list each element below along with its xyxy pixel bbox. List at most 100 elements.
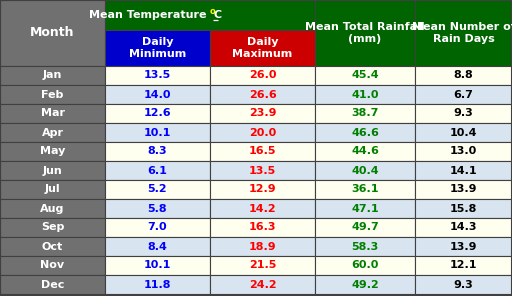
Bar: [210, 142, 315, 161]
Text: 12.6: 12.6: [144, 109, 172, 118]
Text: 12.1: 12.1: [450, 260, 477, 271]
Bar: [0, 256, 105, 275]
Text: 44.6: 44.6: [351, 147, 379, 157]
Text: 8.4: 8.4: [147, 242, 167, 252]
Text: o: o: [210, 7, 216, 17]
Text: Apr: Apr: [41, 128, 63, 138]
Text: 10.4: 10.4: [450, 128, 477, 138]
Bar: [105, 0, 315, 30]
Text: 9.3: 9.3: [454, 109, 474, 118]
Bar: [415, 85, 512, 104]
Bar: [105, 256, 210, 275]
Bar: [315, 275, 415, 294]
Bar: [0, 237, 105, 256]
Text: 5.2: 5.2: [147, 184, 167, 194]
Text: Mar: Mar: [40, 109, 65, 118]
Text: 41.0: 41.0: [351, 89, 379, 99]
Bar: [315, 199, 415, 218]
Text: Jan: Jan: [43, 70, 62, 81]
Bar: [415, 275, 512, 294]
Text: 13.0: 13.0: [450, 147, 477, 157]
Bar: [0, 85, 105, 104]
Bar: [415, 199, 512, 218]
Bar: [315, 104, 415, 123]
Text: Sep: Sep: [41, 223, 64, 232]
Bar: [0, 275, 105, 294]
Bar: [315, 180, 415, 199]
Bar: [210, 237, 315, 256]
Text: 13.9: 13.9: [450, 184, 477, 194]
Text: 13.9: 13.9: [450, 242, 477, 252]
Bar: [210, 199, 315, 218]
Text: 23.9: 23.9: [249, 109, 276, 118]
Bar: [415, 0, 512, 66]
Bar: [105, 104, 210, 123]
Text: 13.5: 13.5: [144, 70, 171, 81]
Bar: [0, 104, 105, 123]
Bar: [415, 161, 512, 180]
Text: 11.8: 11.8: [144, 279, 171, 289]
Bar: [415, 123, 512, 142]
Text: 58.3: 58.3: [351, 242, 379, 252]
Text: Dec: Dec: [41, 279, 64, 289]
Bar: [315, 85, 415, 104]
Bar: [315, 256, 415, 275]
Text: Jun: Jun: [42, 165, 62, 176]
Text: Mean Temperature: Mean Temperature: [89, 10, 210, 20]
Bar: [0, 199, 105, 218]
Text: 14.3: 14.3: [450, 223, 477, 232]
Bar: [105, 66, 210, 85]
Bar: [210, 30, 315, 66]
Text: 45.4: 45.4: [351, 70, 379, 81]
Text: Oct: Oct: [42, 242, 63, 252]
Bar: [0, 66, 105, 85]
Bar: [105, 142, 210, 161]
Text: Mean Number of
Rain Days: Mean Number of Rain Days: [412, 22, 512, 44]
Bar: [210, 104, 315, 123]
Text: 26.6: 26.6: [249, 89, 276, 99]
Bar: [315, 218, 415, 237]
Text: 14.0: 14.0: [144, 89, 171, 99]
Bar: [210, 123, 315, 142]
Bar: [415, 218, 512, 237]
Text: 10.1: 10.1: [144, 128, 171, 138]
Bar: [0, 180, 105, 199]
Text: C: C: [214, 10, 222, 20]
Text: 8.3: 8.3: [147, 147, 167, 157]
Text: 14.1: 14.1: [450, 165, 477, 176]
Text: 6.7: 6.7: [454, 89, 474, 99]
Bar: [210, 180, 315, 199]
Text: 13.5: 13.5: [249, 165, 276, 176]
Text: 36.1: 36.1: [351, 184, 379, 194]
Bar: [105, 30, 210, 66]
Bar: [210, 218, 315, 237]
Text: Mean Total Rainfall
(mm): Mean Total Rainfall (mm): [305, 22, 425, 44]
Bar: [210, 256, 315, 275]
Bar: [415, 104, 512, 123]
Text: 46.6: 46.6: [351, 128, 379, 138]
Text: 49.2: 49.2: [351, 279, 379, 289]
Bar: [415, 142, 512, 161]
Text: Daily
Minimum: Daily Minimum: [129, 37, 186, 59]
Text: 10.1: 10.1: [144, 260, 171, 271]
Text: 14.2: 14.2: [249, 204, 276, 213]
Bar: [315, 66, 415, 85]
Text: Jul: Jul: [45, 184, 60, 194]
Text: 16.5: 16.5: [249, 147, 276, 157]
Text: Feb: Feb: [41, 89, 63, 99]
Text: 60.0: 60.0: [351, 260, 379, 271]
Bar: [210, 66, 315, 85]
Text: Month: Month: [30, 27, 75, 39]
Bar: [0, 142, 105, 161]
Bar: [105, 218, 210, 237]
Bar: [0, 218, 105, 237]
Bar: [105, 180, 210, 199]
Bar: [210, 275, 315, 294]
Text: 38.7: 38.7: [351, 109, 379, 118]
Text: May: May: [40, 147, 65, 157]
Text: 9.3: 9.3: [454, 279, 474, 289]
Bar: [210, 161, 315, 180]
Text: Daily
Maximum: Daily Maximum: [232, 37, 293, 59]
Text: 5.8: 5.8: [147, 204, 167, 213]
Text: 26.0: 26.0: [249, 70, 276, 81]
